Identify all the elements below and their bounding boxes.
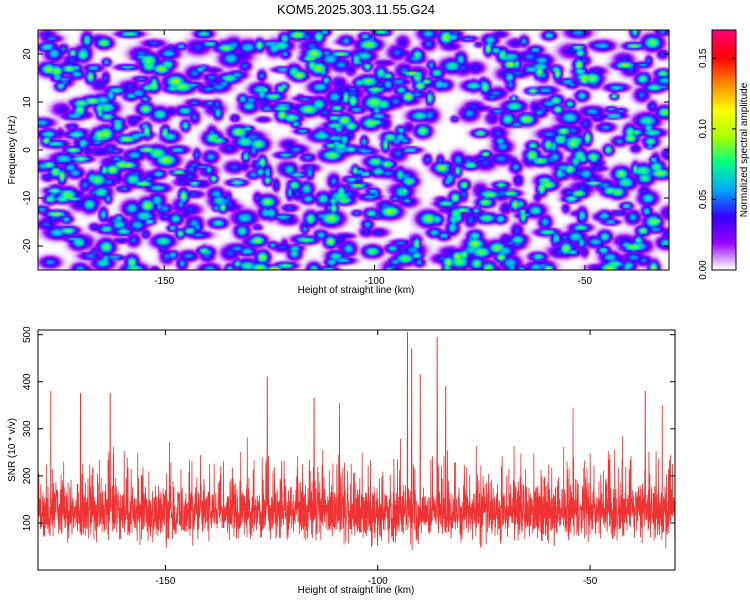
spectrogram-x-tick-label: -150 xyxy=(154,276,174,287)
chart-title: KOM5.2025.303.11.55.G24 xyxy=(277,2,435,17)
colorbar-image xyxy=(712,30,736,270)
colorbar-tick-label: 0.10 xyxy=(698,119,709,139)
colorbar-tick-label: 0.15 xyxy=(698,48,709,68)
colorbar-tick-label: 0.05 xyxy=(698,189,709,209)
colorbar-frame xyxy=(711,29,737,271)
colorbar-label: Normalized spectral amplitude xyxy=(739,82,750,217)
snr-x-tick-label: -100 xyxy=(368,576,388,587)
snr-y-tick-label: 100 xyxy=(22,514,33,531)
spectrogram-x-tick-label: -50 xyxy=(578,276,593,287)
spectrogram-y-tick-label: 10 xyxy=(22,96,33,108)
colorbar-tick-label: 0.00 xyxy=(698,260,709,280)
snr-y-tick-label: 300 xyxy=(22,420,33,437)
snr-panel: -150 -100 -50 100 200 300 400 500 Height of str… xyxy=(7,326,676,596)
spectrogram-y-tick-label: 20 xyxy=(22,48,33,60)
snr-y-tick-label: 500 xyxy=(22,326,33,343)
spectrogram-x-tick-label: -100 xyxy=(365,276,385,287)
snr-x-tick-label: -150 xyxy=(155,576,175,587)
snr-frame xyxy=(37,329,676,571)
snr-y-label: SNR (10 * v/v) xyxy=(7,418,18,482)
spectrogram-image xyxy=(38,30,669,270)
spectrogram-y-tick-label: -20 xyxy=(22,238,33,253)
spectrogram-x-label: Height of straight line (km) xyxy=(298,285,415,296)
snr-y-tick-label: 400 xyxy=(22,373,33,390)
snr-x-tick-label: -50 xyxy=(583,576,598,587)
colorbar: 0.00 0.05 0.10 0.15 Normalized spectral amp… xyxy=(698,29,750,280)
spectrogram-y-label: Frequency (Hz) xyxy=(7,116,18,185)
snr-x-label: Height of straight line (km) xyxy=(298,585,415,596)
snr-series-line xyxy=(38,331,675,550)
spectrogram-y-tick-label: -10 xyxy=(22,190,33,205)
snr-y-tick-label: 200 xyxy=(22,467,33,484)
spectrogram-y-tick-label: 0 xyxy=(22,147,33,153)
